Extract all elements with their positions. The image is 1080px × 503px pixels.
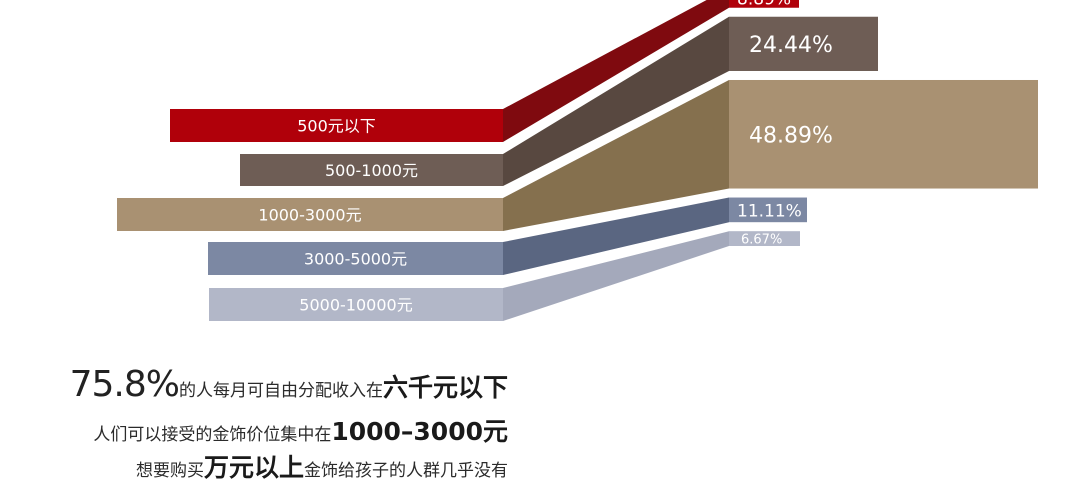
caption-percent: 75.8% — [69, 364, 180, 405]
funnel-transition-500-1000 — [503, 16, 729, 187]
funnel-right-bar-5000-10000 — [729, 231, 800, 246]
funnel-left-bar-500-1000 — [240, 154, 503, 186]
funnel-right-bar-3000-5000 — [729, 197, 807, 223]
funnel-left-bar-5000-10000 — [209, 288, 503, 321]
caption-line-2: 人们可以接受的金饰价位集中在1000–3000元 — [93, 412, 508, 448]
funnel-left-bar-500 — [170, 109, 503, 142]
funnel-transition-1000-3000 — [503, 79, 729, 231]
value-label-500: 8.89% — [737, 0, 791, 9]
caption-line-3-suffix: 金饰给孩子的人群几乎没有 — [304, 461, 508, 481]
caption-line-3: 想要购买万元以上金饰给孩子的人群几乎没有 — [136, 448, 508, 484]
funnel-transition-3000-5000 — [503, 197, 729, 275]
value-label-500-1000: 24.44% — [749, 33, 833, 58]
value-label-1000-3000: 48.89% — [749, 124, 833, 149]
category-label-500-1000: 500-1000元 — [325, 161, 418, 180]
funnel-left-bar-1000-3000 — [117, 198, 503, 231]
category-label-3000-5000: 3000-5000元 — [304, 250, 407, 269]
category-label-5000-10000: 5000-10000元 — [299, 296, 412, 315]
funnel-transition-5000-10000 — [503, 231, 729, 321]
caption-line-2-highlight: 1000–3000元 — [331, 417, 508, 446]
funnel-transition-500 — [503, 0, 729, 142]
caption-line-1-highlight: 六千元以下 — [382, 373, 508, 402]
value-label-5000-10000: 6.67% — [741, 233, 782, 248]
caption-line-1: 75.8%的人每月可自由分配收入在六千元以下 — [70, 364, 508, 405]
caption-line-3-highlight: 万元以上 — [203, 453, 304, 482]
funnel-right-bar-500 — [729, 0, 799, 8]
funnel-left-bar-3000-5000 — [208, 242, 503, 275]
funnel-right-bar-1000-3000 — [729, 79, 1038, 189]
caption-line-2-text: 人们可以接受的金饰价位集中在 — [93, 425, 332, 445]
category-label-1000-3000: 1000-3000元 — [258, 206, 361, 225]
value-label-3000-5000: 11.11% — [737, 201, 802, 221]
category-label-500: 500元以下 — [297, 117, 376, 136]
caption-line-3-prefix: 想要购买 — [135, 461, 204, 481]
caption-line-1-text: 的人每月可自由分配收入在 — [178, 381, 383, 401]
funnel-right-bar-500-1000 — [729, 16, 878, 71]
